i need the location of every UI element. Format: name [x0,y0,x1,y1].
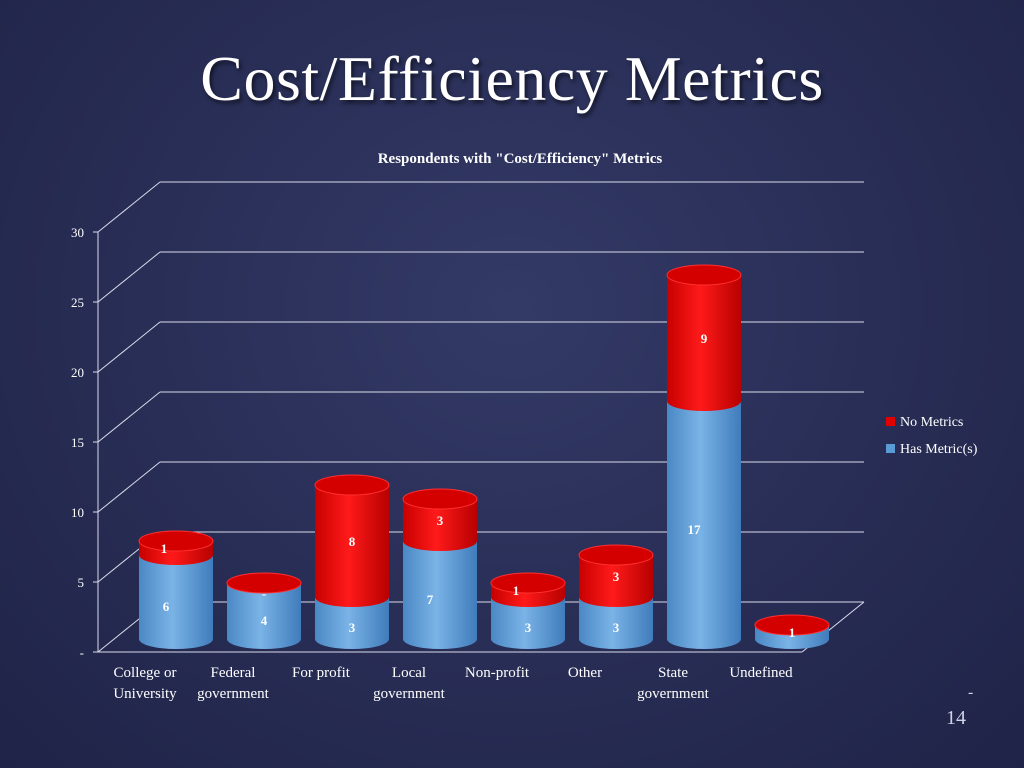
bar-has-metrics [315,597,389,649]
bar-stack [314,474,390,649]
data-label-has-metrics: 6 [163,599,170,614]
data-label-no-metrics: 8 [349,534,356,549]
x-tick-label: College or [114,665,177,681]
bar-stack [138,530,214,649]
x-tick-label: Undefined [729,665,793,681]
x-tick-label: Other [568,665,602,681]
x-tick-label: Local [392,665,426,681]
bar-top-cap [226,572,302,594]
y-tick-label: 25 [71,295,84,310]
x-tick-label: For profit [292,665,351,681]
data-label-has-metrics: 7 [427,592,434,607]
data-label-has-metrics: 3 [613,620,620,635]
data-label-no-metrics: 9 [701,331,708,346]
bar-stack [666,264,742,649]
bar-no-metrics [315,485,389,607]
data-label-no-metrics: 3 [613,569,620,584]
y-tick-label: - [80,645,84,660]
legend-swatch [886,417,895,426]
bars [138,264,830,649]
x-axis-labels: College or University Federal government For… [113,665,793,702]
y-tick-label: 5 [78,575,85,590]
data-label-has-metrics: 4 [261,613,268,628]
x-tick-label: government [637,686,709,702]
bar-has-metrics [667,401,741,649]
legend-label: No Metrics [900,415,963,430]
data-label-no-metrics: 3 [437,513,444,528]
data-label-has-metrics: 3 [349,620,356,635]
bar-top-cap [490,572,566,594]
x-tick-label: State [658,665,688,681]
slide-title: Cost/Efficiency Metrics [200,43,824,114]
chart-title: Respondents with "Cost/Efficiency" Metri… [378,151,663,167]
bar-has-metrics [491,597,565,649]
gridline-diagonal [97,181,161,233]
bar-top-cap [402,488,478,510]
bar-stack [402,488,478,649]
y-tick-label: 20 [71,365,84,380]
bar-has-metrics [227,583,301,649]
page-number: 14 [946,707,966,729]
y-tick-label: 10 [71,505,84,520]
x-tick-label: University [113,686,177,702]
gridline-diagonal [97,321,161,373]
data-label-has-metrics: 1 [789,625,796,640]
y-tick-label: 30 [71,225,84,240]
bar-top-cap [754,614,830,636]
bar-stack [226,572,302,649]
bar-top-cap [138,530,214,552]
bar-stack [578,544,654,649]
bar-no-metrics [579,555,653,607]
bar-has-metrics [579,597,653,649]
data-labels: 6 1 4 - 3 8 7 3 3 1 3 3 17 9 1 [161,331,796,640]
y-tick-label: 15 [71,435,84,450]
bar-stack [754,614,830,649]
legend-label: Has Metric(s) [900,442,978,457]
bar-no-metrics [667,275,741,411]
data-label-no-metrics: - [262,586,266,601]
bar-stack [490,572,566,649]
bar-has-metrics [139,555,213,649]
bar-has-metrics [403,541,477,649]
legend: No Metrics Has Metric(s) [886,415,978,457]
bar-no-metrics [403,499,477,551]
bar-top-cap [314,474,390,496]
page-dash: - [968,684,974,701]
data-label-has-metrics: 3 [525,620,532,635]
bar-top-cap [578,544,654,566]
data-label-no-metrics: 1 [161,541,168,556]
x-tick-label: government [197,686,269,702]
gridline-diagonal [97,251,161,303]
bar-top-cap [666,264,742,286]
gridline-diagonal [97,391,161,443]
data-label-has-metrics: 17 [688,522,702,537]
x-tick-label: Non-profit [465,665,530,681]
y-axis: - 5 10 15 20 25 30 [71,225,99,660]
gridline-diagonal [97,461,161,513]
x-tick-label: government [373,686,445,702]
legend-swatch [886,444,895,453]
data-label-no-metrics: 1 [513,583,520,598]
x-tick-label: Federal [211,665,256,681]
